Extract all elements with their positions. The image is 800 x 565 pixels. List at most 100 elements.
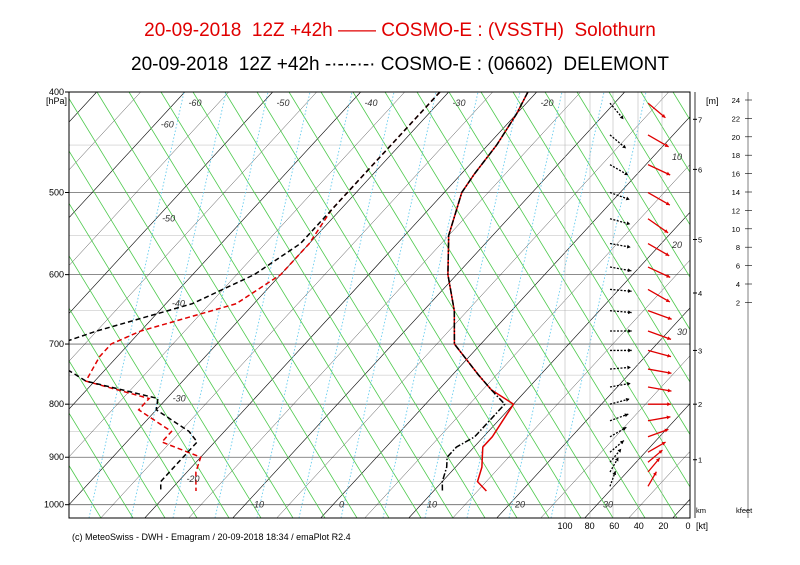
solothurn-wind-arrow [647, 330, 672, 340]
dry-adiabat-line [320, 92, 582, 518]
isotherm-label: -60 [188, 98, 201, 108]
wind-speed-tick-label: 60 [609, 521, 619, 531]
mixing-ratio-line [88, 92, 185, 518]
delemont-wind-arrow-head [626, 244, 631, 249]
wind-unit-label: [kt] [696, 521, 708, 531]
isotherm-line [496, 307, 690, 518]
wind-speed-tick-label: 40 [634, 521, 644, 531]
solothurn-wind-arrow-head [652, 471, 657, 476]
delemont-wind-arrow [609, 288, 632, 292]
copyright-footer: (c) MeteoSwiss - DWH - Emagram / 20-09-2… [72, 532, 351, 542]
isotherm-line [364, 164, 690, 518]
mixing-ratio-line [298, 92, 395, 518]
delemont-wind-arrow-head [628, 329, 632, 333]
isotherm-line [100, 92, 493, 518]
solothurn-wind-arrow-head [665, 201, 670, 206]
isotherm-line [0, 92, 53, 518]
isotherm-line [144, 92, 537, 518]
wind-speed-tick-label: 0 [685, 521, 690, 531]
dry-adiabat-line [69, 255, 230, 518]
isotherm-line [452, 259, 690, 518]
kfeet-tick-label: 4 [736, 280, 740, 289]
kfeet-unit-label: kfeet [736, 506, 753, 515]
pressure-tick-label: 800 [49, 399, 64, 409]
mixing-ratio-line [550, 92, 647, 518]
delemont-temperature-line [441, 92, 529, 492]
wind-speed-tick-label: 80 [585, 521, 595, 531]
isotherm-label: 10 [427, 500, 437, 510]
kfeet-tick-label: 6 [736, 262, 740, 271]
dry-adiabat-line [416, 92, 678, 518]
pressure-tick-label: 700 [49, 339, 64, 349]
plot-frame [68, 91, 691, 519]
dry-adiabat-line [160, 92, 422, 518]
dry-adiabat-line [96, 92, 358, 518]
isotherm-label: -50 [162, 214, 175, 224]
kfeet-tick-label: 20 [732, 133, 740, 142]
dry-adiabat-line [769, 92, 800, 518]
isotherm-line [69, 92, 185, 219]
solothurn-wind-arrow [647, 349, 672, 358]
wind-speed-tick-label: 20 [658, 521, 668, 531]
delemont-wind-arrow [609, 470, 617, 487]
isotherm-label: -10 [251, 500, 264, 510]
height-km-unit: km [696, 506, 706, 515]
kfeet-tick-label: 22 [732, 114, 740, 123]
solothurn-wind-arrow-head [661, 442, 666, 446]
solothurn-wind-arrow [647, 428, 669, 438]
delemont-wind-arrow-head [622, 144, 627, 149]
dry-adiabat-line [512, 92, 690, 383]
solothurn-wind-arrow-head [664, 229, 669, 233]
isotherm-label: -20 [186, 474, 199, 484]
kfeet-tick-label: 18 [732, 151, 740, 160]
delemont-wind-arrow-head [624, 171, 629, 176]
isotherm-line [761, 92, 800, 518]
dry-adiabat-line [448, 92, 690, 488]
delemont-wind-arrow [609, 310, 632, 314]
dry-adiabat-line [69, 97, 326, 518]
dry-adiabat-line [608, 92, 690, 226]
dry-adiabat-line [69, 150, 294, 518]
solothurn-wind-arrow-head [667, 316, 672, 320]
solothurn-wind-arrow [647, 288, 671, 303]
solothurn-wind-arrow-head [664, 143, 669, 147]
dry-adiabat-line [256, 92, 518, 518]
kfeet-tick-label: 2 [736, 298, 740, 307]
delemont-wind-arrow-head [627, 365, 631, 370]
height-km-label: 7 [698, 115, 702, 124]
dry-adiabat-line [0, 92, 5, 518]
delemont-wind-arrow-head [619, 115, 624, 120]
solothurn-wind-arrow [647, 266, 671, 278]
isotherm-line [717, 92, 800, 518]
solothurn-wind-arrow-head [667, 370, 672, 375]
isotherm-line [69, 92, 405, 458]
dry-adiabat-line [192, 92, 454, 518]
pressure-tick-label: 1000 [44, 500, 64, 510]
mixing-ratio-line [256, 92, 353, 518]
mixing-ratio-label: 10 [672, 152, 682, 162]
dry-adiabat-line [69, 307, 198, 518]
delemont-wind-arrow-head [617, 448, 622, 453]
delemont-wind-arrow [609, 266, 632, 272]
delemont-wind-arrow-head [625, 397, 630, 402]
solothurn-wind-arrow-head [658, 450, 663, 454]
mixing-ratio-label: 20 [671, 240, 682, 250]
delemont-wind-arrow [609, 134, 627, 149]
delemont-wind-arrow-head [612, 471, 617, 476]
isotherm-line [408, 211, 690, 518]
delemont-wind-arrow-head [625, 196, 630, 201]
dry-adiabat-line [544, 92, 690, 331]
dry-adiabat-line [480, 92, 690, 436]
solothurn-wind-arrow-head [666, 171, 671, 176]
height-km-label: 6 [698, 165, 702, 174]
delemont-wind-arrow-head [627, 310, 632, 315]
pressure-tick-label: 500 [49, 188, 64, 198]
delemont-wind-arrow-head [624, 413, 629, 418]
height-km-label: 1 [698, 456, 702, 465]
mixing-ratio-line [130, 92, 227, 518]
height-km-label: 5 [698, 236, 702, 245]
solothurn-wind-arrow [647, 218, 669, 234]
solothurn-wind-arrow-head [667, 336, 672, 340]
mixing-ratio-line [214, 92, 311, 518]
kfeet-tick-label: 10 [732, 225, 740, 234]
